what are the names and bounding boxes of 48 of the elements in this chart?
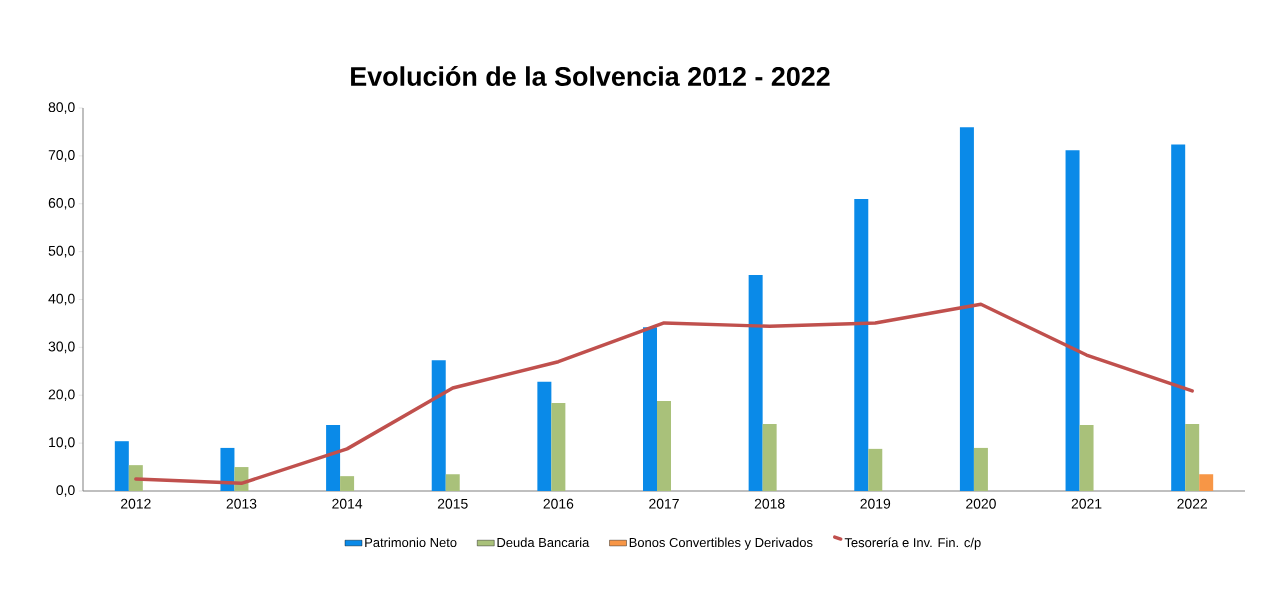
bar (1065, 150, 1080, 491)
bar (973, 447, 988, 491)
legend-label: Patrimonio Neto (365, 537, 457, 548)
bar (537, 381, 552, 491)
bar (445, 474, 460, 491)
x-tick-label: 2015 (437, 498, 468, 509)
x-tick-label: 2019 (860, 498, 891, 509)
x-tick-label: 2012 (121, 498, 151, 509)
bar (854, 198, 869, 491)
bar (1199, 474, 1214, 491)
bar (1079, 424, 1094, 491)
y-tick-label: 20,0 (48, 389, 75, 402)
bar (748, 275, 763, 491)
y-tick-label: 60,0 (48, 197, 75, 210)
bar (959, 127, 974, 491)
x-tick-label: 2014 (332, 498, 363, 509)
line-series (134, 302, 1194, 486)
bar (762, 423, 777, 491)
y-tick-label: 70,0 (48, 150, 75, 162)
x-tick-label: 2021 (1071, 498, 1102, 509)
bar (1171, 144, 1186, 491)
bar (868, 448, 883, 491)
y-tick-label: 50,0 (48, 245, 75, 258)
bar (431, 360, 446, 491)
bar (114, 441, 129, 491)
legend-label: Deuda Bancaria (497, 537, 590, 548)
bar (1185, 423, 1200, 491)
x-tick-label: 2017 (649, 498, 679, 509)
bar (551, 402, 566, 491)
x-tick-label: 2018 (754, 498, 785, 509)
y-tick-label: 80,0 (48, 102, 75, 114)
y-tick-label: 10,0 (49, 437, 75, 449)
y-tick-label: 0,0 (56, 485, 75, 497)
y-tick-label: 30,0 (48, 341, 75, 354)
bar (340, 476, 355, 491)
bar (220, 447, 235, 491)
bar (128, 465, 143, 491)
x-tick-label: 2022 (1177, 498, 1207, 509)
x-tick-label: 2013 (226, 498, 257, 509)
legend-label: Tesorería e Inv. Fin. c/p (844, 537, 981, 550)
x-tick-label: 2020 (966, 498, 996, 509)
y-tick-label: 40,0 (48, 293, 75, 306)
bar (643, 327, 657, 491)
chart-title: Evolución de la Solvencia 2012 - 2022 (351, 65, 830, 86)
bar (326, 424, 341, 491)
bar (657, 400, 671, 491)
legend-label: Bonos Convertibles y Derivados (629, 537, 813, 550)
x-tick-label: 2016 (543, 498, 574, 509)
